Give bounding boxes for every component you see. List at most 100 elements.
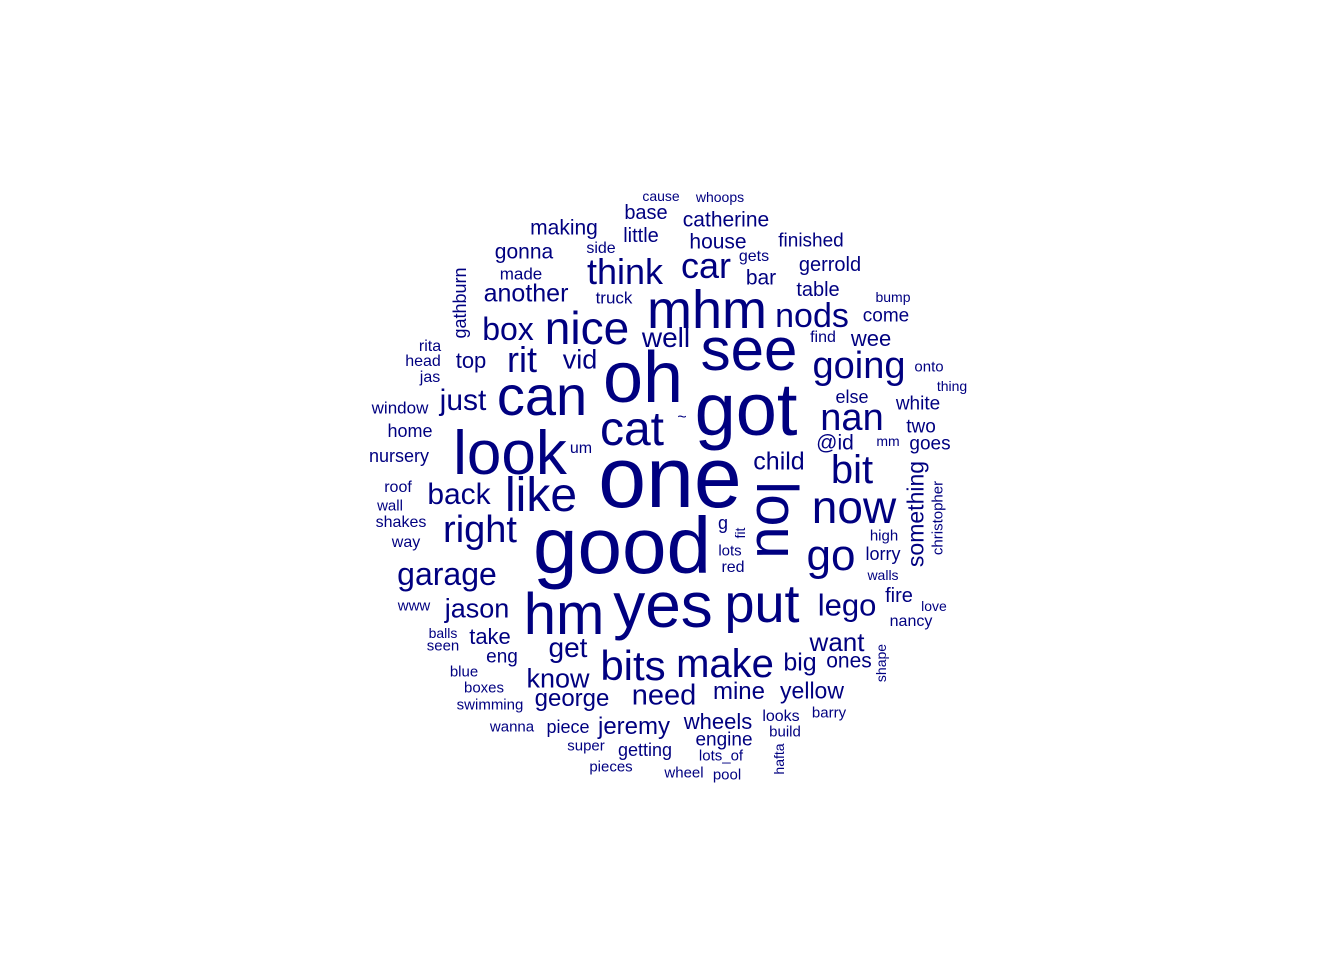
word: seen xyxy=(426,637,460,655)
word: mm xyxy=(876,433,900,449)
word: eng xyxy=(486,646,518,668)
word: catherine xyxy=(682,208,770,232)
word: nancy xyxy=(889,613,933,630)
word: onto xyxy=(914,358,944,376)
word: wall xyxy=(377,497,403,515)
word: lego xyxy=(817,587,877,623)
word: shakes xyxy=(375,514,427,531)
word: christopher xyxy=(929,480,947,556)
word: nods xyxy=(775,297,849,335)
word: high xyxy=(869,527,899,545)
word: child xyxy=(753,447,805,476)
word: white xyxy=(895,393,941,415)
word: base xyxy=(624,202,668,224)
word: garage xyxy=(397,556,497,592)
word: walls xyxy=(867,567,899,583)
word: look xyxy=(453,419,567,488)
word: pool xyxy=(712,766,742,784)
word: nursery xyxy=(368,446,430,466)
word: want xyxy=(809,627,865,657)
word: lou xyxy=(744,481,809,559)
word: blue xyxy=(449,663,479,681)
word: ones xyxy=(826,649,872,673)
word: cat xyxy=(599,403,665,456)
word: else xyxy=(835,387,869,407)
word: need xyxy=(631,679,697,712)
word: put xyxy=(724,574,800,634)
word: engine xyxy=(695,729,753,751)
word: build xyxy=(769,723,801,741)
word: www xyxy=(397,597,431,615)
word: bump xyxy=(875,289,911,305)
word: take xyxy=(469,624,511,649)
word: table xyxy=(796,279,840,301)
word: made xyxy=(499,264,543,284)
word: love xyxy=(921,598,947,614)
word: g xyxy=(717,513,729,533)
word: rit xyxy=(507,339,537,380)
word: make xyxy=(676,642,774,686)
word: right xyxy=(443,509,517,551)
word: wheel xyxy=(664,764,704,782)
word: gathburn xyxy=(450,267,470,339)
word: hm xyxy=(523,582,605,647)
word: yes xyxy=(613,569,713,641)
word: bits xyxy=(600,642,666,689)
word: mhm xyxy=(647,280,767,340)
word: red xyxy=(721,559,745,576)
word: way xyxy=(391,534,421,551)
word: making xyxy=(530,216,598,240)
word: go xyxy=(806,531,856,580)
word: just xyxy=(439,384,487,417)
word: fit xyxy=(732,527,748,539)
word: wheels xyxy=(683,709,753,734)
word: wanna xyxy=(489,718,535,736)
word: pieces xyxy=(589,758,633,776)
word: window xyxy=(371,398,429,418)
word: big xyxy=(783,648,817,677)
word: getting xyxy=(617,740,673,760)
word: shape xyxy=(873,643,889,683)
word: fire xyxy=(885,585,913,607)
word: bit xyxy=(830,448,874,492)
word: piece xyxy=(546,717,590,737)
word: roof xyxy=(384,479,412,496)
word: going xyxy=(812,345,906,387)
word: head xyxy=(405,353,441,370)
word: home xyxy=(387,421,433,441)
word: mine xyxy=(712,678,766,705)
word: jeremy xyxy=(597,713,671,740)
word: good xyxy=(533,501,711,590)
word: george xyxy=(534,685,610,712)
word: yellow xyxy=(780,677,844,704)
word: top xyxy=(455,348,487,373)
word: whoops xyxy=(695,189,745,205)
word: see xyxy=(700,316,798,383)
word: gerrold xyxy=(798,254,862,276)
word: vid xyxy=(562,344,598,375)
word: well xyxy=(641,322,691,353)
word: um xyxy=(569,440,593,457)
word: thing xyxy=(936,378,968,394)
word: truck xyxy=(595,288,633,308)
word: hafta xyxy=(771,743,787,775)
word: barry xyxy=(811,704,847,722)
word: finished xyxy=(778,230,844,252)
word: jason xyxy=(444,593,510,624)
word: two xyxy=(906,416,936,438)
word: nice xyxy=(544,302,630,354)
word: goes xyxy=(909,433,951,455)
word: nan xyxy=(820,397,884,439)
word: box xyxy=(482,311,534,347)
word: something xyxy=(902,460,929,568)
word: gets xyxy=(738,248,770,265)
word: bar xyxy=(745,266,777,290)
word: come xyxy=(862,305,910,327)
word: got xyxy=(694,368,798,451)
word: side xyxy=(586,240,616,257)
word: lots xyxy=(718,542,742,560)
word: @id xyxy=(816,431,854,455)
word: find xyxy=(810,329,836,346)
word: think xyxy=(586,251,664,292)
word: know xyxy=(526,663,590,694)
